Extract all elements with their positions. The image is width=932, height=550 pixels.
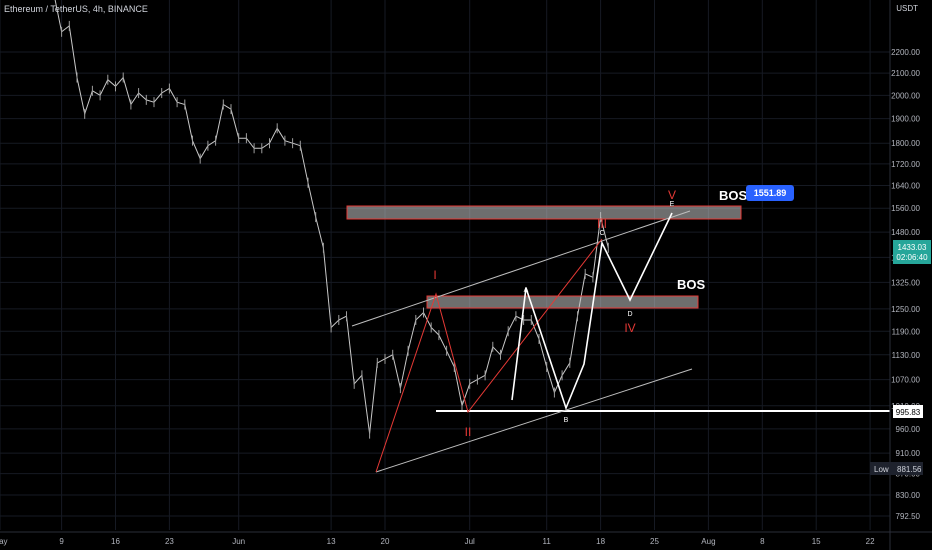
x-tick-label: 20: [381, 537, 390, 546]
y-tick-label: 1480.00: [891, 228, 920, 237]
wave-label-III: III: [597, 217, 607, 231]
level-badge-value: 995.83: [896, 408, 921, 417]
x-tick-label: 15: [812, 537, 821, 546]
x-tick-label: 25: [650, 537, 659, 546]
sub-label-E: E: [670, 201, 675, 208]
low-badge-value: 881.56: [897, 465, 922, 474]
chart-title: Ethereum / TetherUS, 4h, BINANCE: [4, 4, 148, 14]
annotation-layer: BOS BOS I II III IV V A B C D E: [433, 188, 747, 439]
y-tick-label: 830.00: [896, 491, 921, 500]
sub-label-A: A: [524, 287, 529, 294]
currency-label: USDT: [896, 4, 918, 13]
low-badge-bg: [870, 462, 923, 475]
y-tick-label: 1640.00: [891, 182, 920, 191]
y-tick-label: 792.50: [896, 512, 921, 521]
sub-label-C: C: [599, 230, 604, 237]
y-tick-label: 1560.00: [891, 204, 920, 213]
channel-lower-line[interactable]: [375, 368, 693, 473]
upper-bos-zone[interactable]: [346, 205, 742, 220]
sub-label-D: D: [627, 311, 632, 318]
x-tick-label: 9: [59, 537, 64, 546]
x-tick-label: Aug: [701, 537, 715, 546]
y-tick-label: 1800.00: [891, 139, 920, 148]
y-tick-label: 1720.00: [891, 160, 920, 169]
wave-label-IV: IV: [624, 321, 635, 335]
bos-label-lower: BOS: [677, 277, 706, 292]
y-tick-label: 1190.00: [892, 327, 921, 336]
y-tick-label: 1325.00: [891, 278, 920, 287]
corrective-wave-path[interactable]: [511, 212, 673, 411]
y-tick-label: 2200.00: [891, 48, 920, 57]
impulse-wave-path[interactable]: [375, 238, 603, 473]
target-badge-value: 1551.89: [754, 188, 787, 198]
price-line: [54, 0, 609, 434]
x-tick-label: 16: [111, 537, 120, 546]
lower-bos-zone[interactable]: [426, 295, 699, 309]
x-tick-label: May: [0, 537, 8, 546]
y-tick-label: 960.00: [896, 425, 921, 434]
low-badge-label: Low: [874, 465, 889, 474]
x-tick-label: 18: [596, 537, 605, 546]
grid-layer: [0, 0, 890, 530]
wave-label-II: II: [465, 425, 472, 439]
current-price-timer: 02:06:40: [896, 253, 928, 262]
x-tick-label: Jun: [232, 537, 245, 546]
y-tick-label: 1070.00: [891, 376, 920, 385]
current-price-badge-bg: [893, 240, 931, 264]
candle-layer: [54, 0, 609, 439]
sub-label-B: B: [564, 417, 569, 424]
y-tick-label: 1130.00: [892, 351, 921, 360]
target-badge-bg: [746, 185, 794, 201]
level-badge-bg: [893, 405, 923, 418]
x-tick-label: 13: [327, 537, 336, 546]
y-tick-label: 1250.00: [891, 305, 920, 314]
channel-upper-line[interactable]: [351, 210, 691, 327]
wave-label-I: I: [433, 268, 436, 282]
y-tick-label: 1900.00: [891, 115, 920, 124]
y-tick-label: 910.00: [896, 449, 921, 458]
current-price-value: 1433.03: [898, 243, 927, 252]
drawing-layer: [346, 205, 890, 473]
bos-label-upper: BOS: [719, 188, 748, 203]
x-tick-label: 11: [543, 537, 552, 546]
x-tick-label: 8: [760, 537, 765, 546]
y-tick-label: 2100.00: [891, 69, 920, 78]
x-tick-label: Jul: [465, 537, 475, 546]
wave-label-V: V: [668, 188, 676, 202]
x-tick-label: 23: [165, 537, 174, 546]
price-badge-layer: 1551.89 1433.03 02:06:40 995.83 Low 881.…: [746, 185, 931, 475]
y-tick-label: 2000.00: [891, 91, 920, 100]
x-tick-label: 22: [866, 537, 875, 546]
